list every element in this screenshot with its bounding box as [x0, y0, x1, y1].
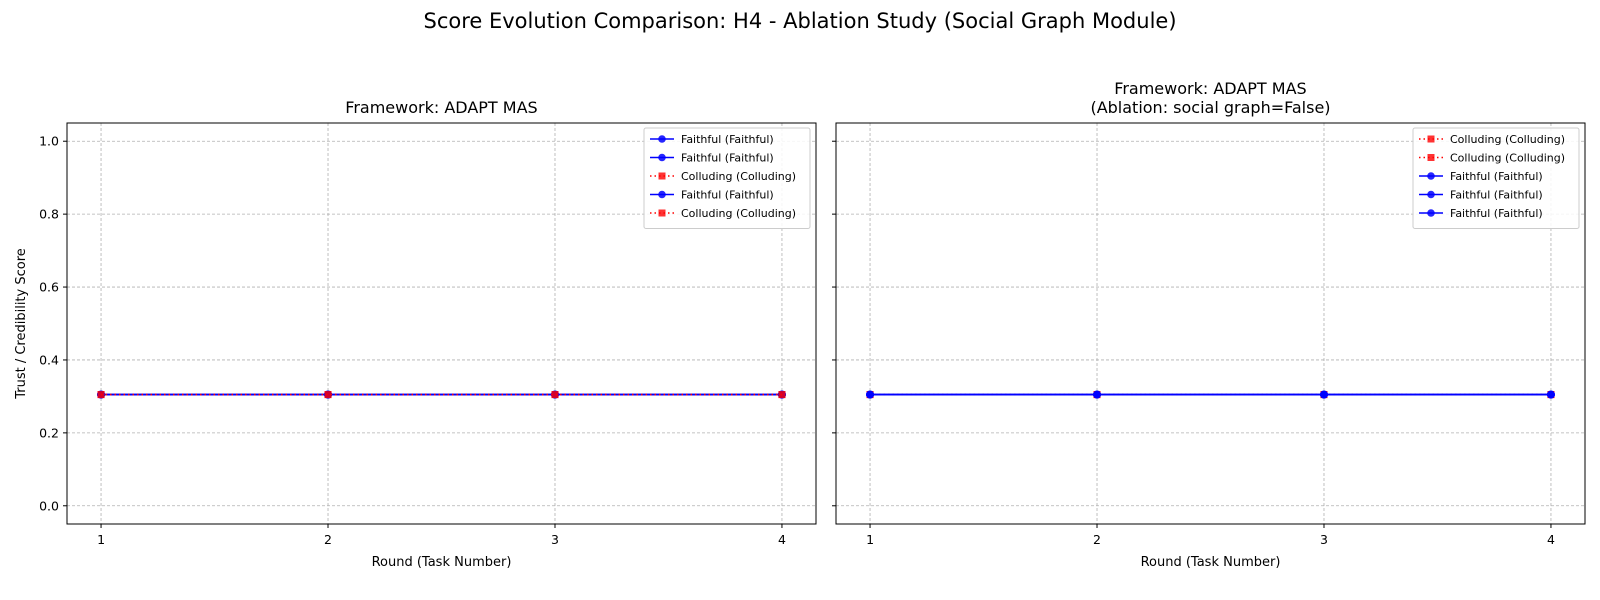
legend-swatch-marker	[1427, 172, 1435, 180]
legend-label: Faithful (Faithful)	[681, 133, 774, 146]
series-5	[97, 391, 786, 399]
legend-swatch-marker	[1427, 190, 1435, 199]
data-point	[778, 391, 786, 399]
legend-label: Faithful (Faithful)	[681, 152, 774, 165]
subplot-title: Framework: ADAPT MAS (Ablation: social gr…	[1090, 79, 1330, 117]
legend: Faithful (Faithful) Faithful (Faithful) Co…	[643, 127, 811, 229]
subplot-1: 0.0 0.2 0.4 0.6 0.8 1.0 1 2 3 4 Framework: ADAPT M…	[14, 98, 817, 570]
legend-swatch-marker	[658, 190, 666, 199]
y-tick-label: 0.8	[39, 207, 59, 222]
data-point	[866, 390, 875, 399]
x-tick-label: 1	[97, 532, 105, 547]
legend-box	[643, 127, 811, 229]
legend: Colluding (Colluding) Colluding (Colludin…	[1412, 127, 1580, 229]
data-point	[324, 391, 332, 399]
x-tick-label: 4	[1547, 532, 1555, 547]
series-5	[866, 390, 1555, 399]
x-tick-label: 4	[778, 532, 786, 547]
data-point	[1093, 390, 1102, 399]
data-point	[1319, 390, 1328, 399]
data-point	[1546, 390, 1555, 399]
y-tick-label: 0.2	[39, 425, 59, 440]
title-line: Framework: ADAPT MAS	[345, 98, 537, 117]
legend-label: Colluding (Colluding)	[1450, 152, 1565, 165]
legend-swatch-marker	[658, 209, 666, 217]
legend-label: Colluding (Colluding)	[681, 207, 796, 220]
legend-label: Faithful (Faithful)	[1450, 170, 1543, 183]
x-axis-label: Round (Task Number)	[372, 555, 512, 570]
x-tick-label: 2	[324, 532, 332, 547]
legend-label: Faithful (Faithful)	[1450, 189, 1543, 202]
y-tick-label: 0.6	[39, 280, 59, 295]
x-tick-label: 3	[1320, 532, 1328, 547]
legend-swatch-marker	[1427, 135, 1435, 143]
subplot-title: Framework: ADAPT MAS	[345, 98, 537, 117]
x-tick-label: 2	[1093, 532, 1101, 547]
title-line: (Ablation: social graph=False)	[1090, 98, 1330, 117]
subplots: 0.0 0.2 0.4 0.6 0.8 1.0 1 2 3 4 Framework: ADAPT M…	[14, 79, 1586, 570]
legend-label: Colluding (Colluding)	[681, 170, 796, 183]
legend-label: Colluding (Colluding)	[1450, 133, 1565, 146]
legend-swatch-marker	[658, 135, 666, 143]
plot-frame	[66, 122, 817, 525]
legend-swatch-marker	[1427, 154, 1435, 161]
plot-frame	[835, 122, 1586, 525]
legend-label: Faithful (Faithful)	[1450, 207, 1543, 220]
data-point	[97, 391, 105, 399]
figure-suptitle: Score Evolution Comparison: H4 - Ablatio…	[423, 9, 1176, 33]
x-tick-label: 1	[866, 532, 874, 547]
subplot-2: 1 2 3 4 Framework: ADAPT MAS (Ablation: socia…	[832, 79, 1586, 570]
legend-swatch-marker	[658, 172, 666, 180]
y-tick-label: 1.0	[39, 134, 59, 149]
data-point	[551, 391, 559, 399]
legend-swatch-marker	[1427, 209, 1435, 217]
legend-box	[1412, 127, 1580, 229]
x-tick-label: 3	[551, 532, 559, 547]
x-axis-label: Round (Task Number)	[1141, 555, 1281, 570]
y-tick-label: 0.0	[39, 498, 59, 513]
legend-swatch-marker	[658, 153, 666, 162]
y-axis-label: Trust / Credibility Score	[14, 248, 29, 400]
y-tick-label: 0.4	[39, 352, 59, 367]
title-line: Framework: ADAPT MAS	[1114, 79, 1306, 98]
legend-label: Faithful (Faithful)	[681, 189, 774, 202]
